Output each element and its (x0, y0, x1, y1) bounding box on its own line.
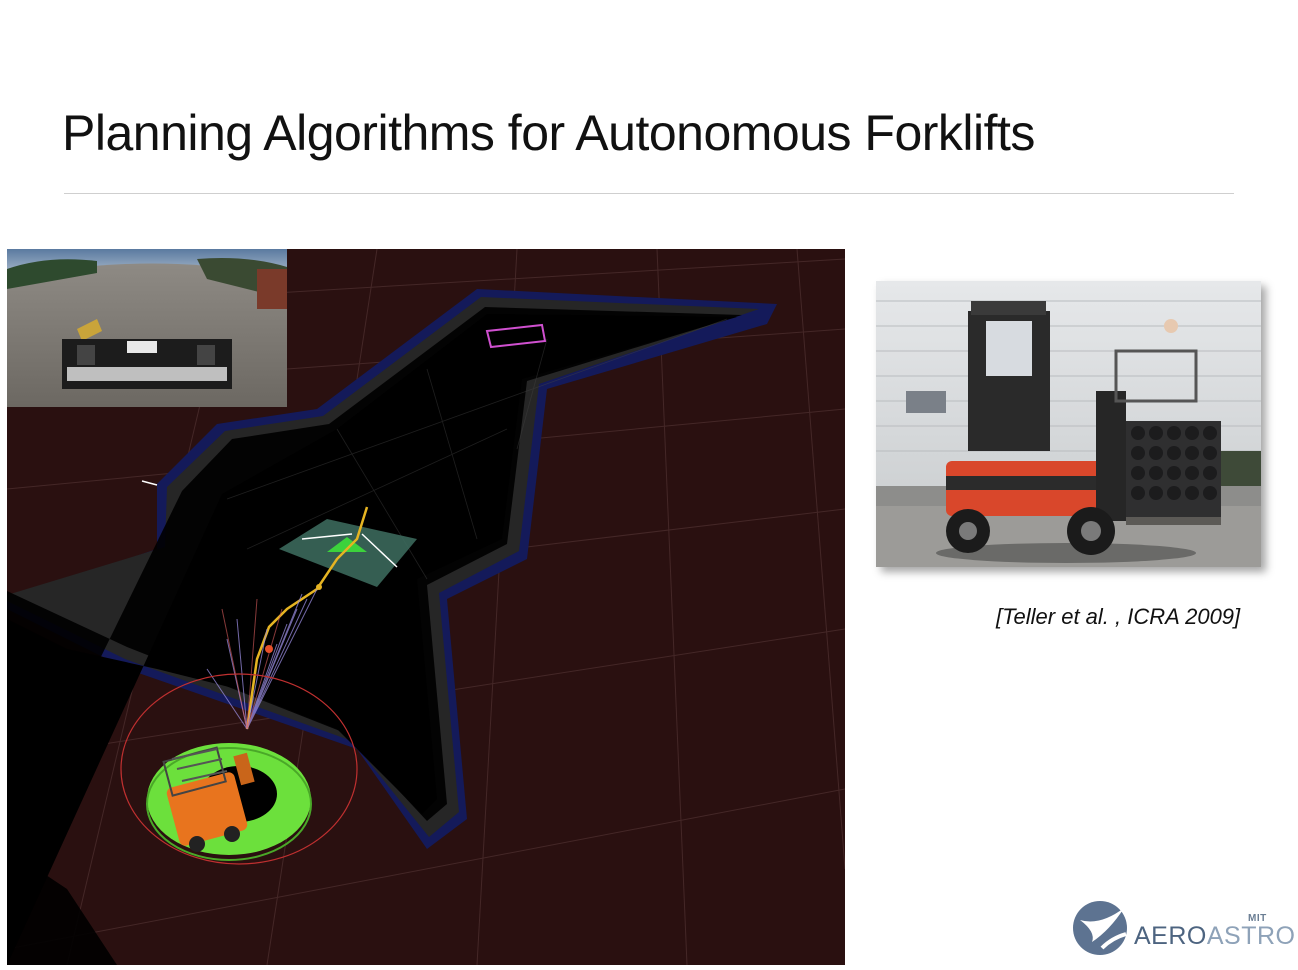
citation: [Teller et al. , ICRA 2009] (996, 604, 1241, 629)
logo-mit-label: MIT (1248, 913, 1267, 924)
logo-wordmark: AEROASTRO (1134, 922, 1295, 951)
camera-view-inset (7, 249, 287, 407)
forklift-photo (876, 281, 1261, 567)
planner-scene (7, 249, 845, 965)
title-divider (64, 193, 1234, 194)
free-space-core (7, 314, 737, 965)
logo-word-aero: AERO (1134, 922, 1207, 950)
planner-visualization (7, 249, 845, 965)
trajectory-tree (206, 588, 318, 730)
aeroastro-swoosh-logo-icon (1073, 901, 1127, 955)
planning-radius (120, 673, 358, 865)
forklift-model (162, 746, 255, 852)
logo-word-astro: ASTRO (1206, 922, 1296, 950)
slide-title: Planning Algorithms for Autonomous Forkl… (62, 105, 1035, 161)
aeroastro-logo: MIT AEROASTRO (1072, 898, 1295, 958)
goal-pose-arrow (327, 537, 367, 552)
planned-path (245, 506, 369, 730)
goal-marker (485, 323, 547, 349)
pallet-target-region (279, 519, 417, 587)
